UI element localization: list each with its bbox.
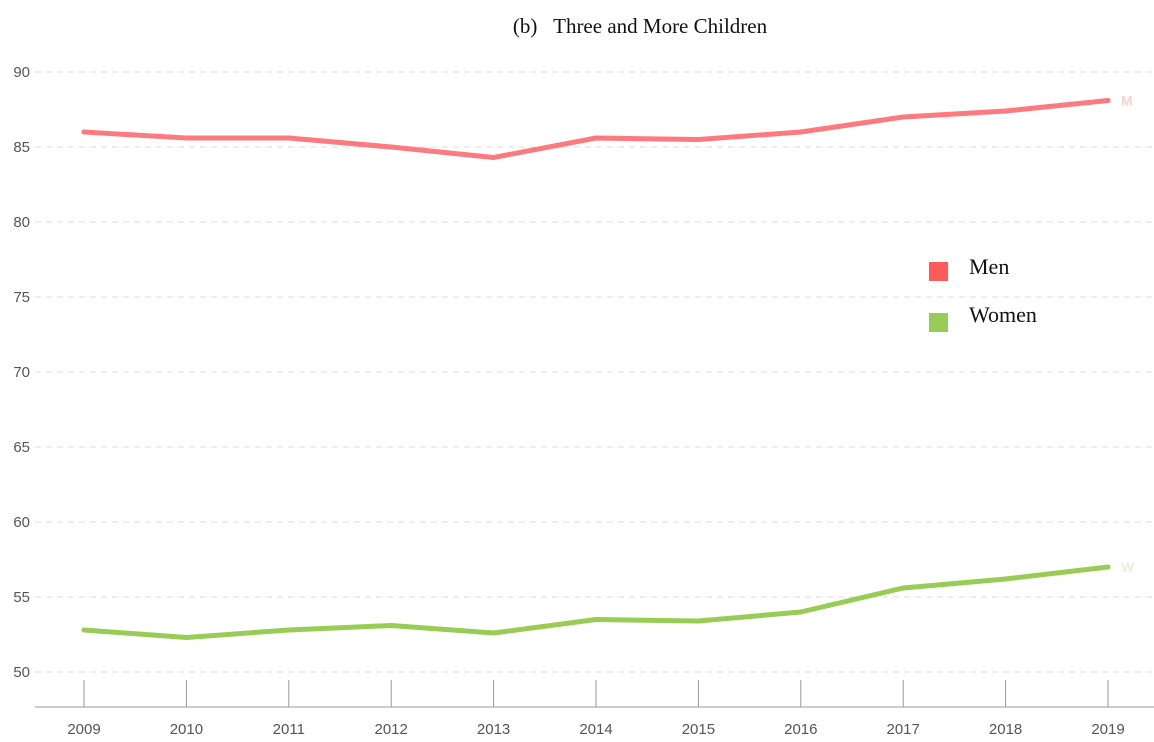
data-point-men (491, 155, 497, 160)
data-point-women (1003, 576, 1009, 582)
series-line-men (81, 98, 1111, 160)
x-tick-label: 2012 (375, 721, 408, 738)
chart-title: (b) Three and More Children (513, 14, 768, 38)
data-point-women (491, 630, 497, 636)
series-end-labels: MW (1121, 93, 1135, 576)
data-point-men (1003, 108, 1009, 114)
data-point-men (593, 135, 599, 141)
y-tick-label: 90 (13, 64, 30, 81)
x-axis-ticks: 2009 2010 2011 2012 2013 2014 2015 2016 2017 2018… (67, 680, 1125, 738)
end-label-men: M (1121, 93, 1133, 109)
y-tick-label: 50 (13, 664, 30, 681)
data-point-women (286, 627, 292, 633)
data-point-men (388, 144, 394, 150)
data-point-women (798, 609, 804, 615)
data-point-men (81, 129, 87, 135)
y-axis-ticks: 50 55 60 65 70 75 80 85 90 (13, 64, 30, 681)
legend: Men Women (929, 254, 1037, 332)
series-line-women (81, 564, 1111, 640)
legend-label-women: Women (969, 302, 1037, 327)
data-point-men (900, 114, 906, 120)
data-point-men (183, 135, 189, 141)
x-tick-label: 2015 (682, 721, 715, 738)
data-point-women (695, 618, 701, 624)
x-tick-label: 2009 (67, 721, 100, 738)
y-tick-label: 60 (13, 514, 30, 531)
y-tick-label: 70 (13, 364, 30, 381)
data-point-women (183, 635, 189, 640)
y-tick-label: 80 (13, 214, 30, 231)
end-label-women: W (1121, 559, 1135, 575)
x-tick-label: 2018 (989, 721, 1022, 738)
data-point-men (695, 137, 701, 142)
data-point-women (388, 623, 394, 628)
x-tick-label: 2014 (579, 721, 612, 738)
x-tick-label: 2010 (170, 721, 203, 738)
data-point-men (1105, 98, 1111, 103)
y-tick-label: 85 (13, 139, 30, 156)
series-lines (81, 98, 1111, 640)
y-tick-label: 75 (13, 289, 30, 306)
data-point-women (593, 617, 599, 622)
y-tick-label: 65 (13, 439, 30, 456)
x-tick-label: 2016 (784, 721, 817, 738)
data-point-women (900, 585, 906, 591)
x-tick-label: 2011 (273, 721, 305, 738)
legend-label-men: Men (969, 254, 1009, 279)
x-tick-label: 2017 (887, 721, 920, 738)
legend-swatch-women (929, 313, 948, 332)
data-point-men (798, 129, 804, 135)
legend-swatch-men (929, 262, 948, 281)
data-point-women (81, 627, 87, 633)
x-tick-label: 2013 (477, 721, 510, 738)
x-tick-label: 2019 (1091, 721, 1124, 738)
data-point-men (286, 135, 292, 141)
y-tick-label: 55 (13, 589, 30, 606)
data-point-women (1105, 564, 1111, 570)
